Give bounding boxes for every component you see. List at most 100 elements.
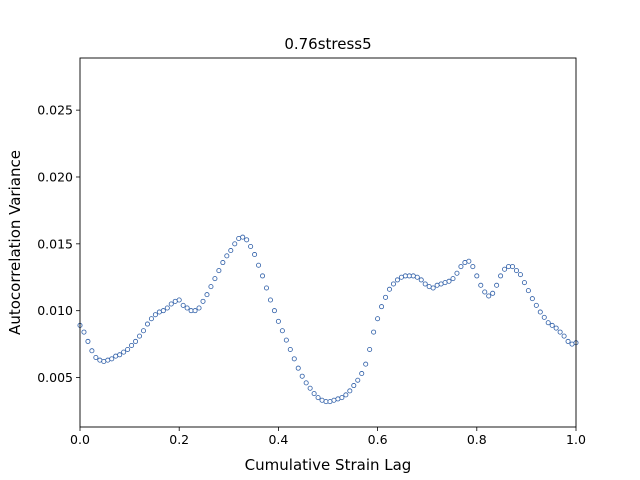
x-tick-label: 1.0 — [566, 432, 586, 447]
x-tick-label: 0.8 — [467, 432, 487, 447]
data-point — [470, 264, 476, 270]
data-point — [466, 258, 472, 264]
data-point — [148, 316, 154, 322]
data-point — [386, 286, 392, 292]
data-point — [327, 399, 333, 405]
data-point — [363, 361, 369, 367]
data-point — [307, 385, 313, 391]
data-point — [97, 357, 103, 363]
data-point — [287, 346, 293, 352]
data-point — [502, 266, 508, 272]
data-point — [474, 273, 480, 279]
x-tick-label: 0.6 — [368, 432, 388, 447]
y-axis-label: Autocorrelation Variance — [6, 150, 24, 335]
data-point — [549, 322, 555, 328]
data-point — [537, 309, 543, 315]
data-point — [533, 302, 539, 308]
x-tick-label: 0.0 — [70, 432, 90, 447]
data-point — [244, 237, 250, 243]
data-point — [129, 342, 135, 348]
data-point — [383, 294, 389, 300]
data-point — [525, 288, 531, 294]
data-point — [506, 264, 512, 270]
data-point — [204, 292, 210, 298]
data-point — [220, 260, 226, 266]
y-tick-label: 0.005 — [37, 370, 73, 385]
data-point — [196, 305, 202, 311]
data-point — [299, 373, 305, 379]
data-point — [109, 356, 115, 362]
data-point — [335, 396, 341, 402]
data-point — [359, 371, 365, 377]
data-point — [168, 301, 174, 307]
data-point — [93, 354, 99, 360]
data-point — [271, 308, 277, 314]
data-point — [125, 346, 131, 352]
data-point — [545, 320, 551, 326]
data-point — [81, 329, 87, 335]
plot-frame — [79, 57, 577, 428]
data-point — [541, 314, 547, 320]
data-point — [486, 293, 492, 299]
y-tick-label: 0.020 — [37, 169, 73, 184]
data-point — [438, 281, 444, 287]
data-point — [283, 337, 289, 343]
data-point — [164, 305, 170, 311]
data-point — [216, 268, 222, 274]
data-point — [152, 312, 158, 318]
data-point — [140, 328, 146, 334]
x-tick-label: 0.4 — [268, 432, 288, 447]
data-point — [188, 308, 194, 314]
data-point — [256, 262, 262, 268]
data-point — [176, 297, 182, 303]
data-point — [85, 338, 91, 344]
x-axis-label: Cumulative Strain Lag — [245, 456, 412, 474]
data-point — [295, 365, 301, 371]
y-axis-ticks: 0.005 0.010 0.015 0.020 0.025 — [37, 103, 80, 385]
data-point — [454, 270, 460, 276]
data-point — [406, 273, 412, 279]
data-point — [410, 273, 416, 279]
data-point — [565, 338, 571, 344]
data-point — [279, 328, 285, 334]
data-point — [422, 281, 428, 287]
data-point — [236, 235, 242, 241]
data-point — [240, 234, 246, 240]
data-point — [398, 274, 404, 280]
data-point — [172, 298, 178, 304]
data-point — [200, 298, 206, 304]
data-point — [446, 278, 452, 284]
data-point — [371, 329, 377, 335]
data-point — [375, 316, 381, 322]
data-point — [252, 252, 258, 258]
x-tick-label: 0.2 — [169, 432, 189, 447]
data-point — [263, 285, 269, 291]
data-point — [343, 392, 349, 398]
data-point — [101, 358, 107, 364]
data-point — [311, 391, 317, 397]
data-point — [434, 282, 440, 288]
data-point — [390, 281, 396, 287]
data-point — [450, 276, 456, 282]
y-tick-label: 0.025 — [37, 103, 73, 118]
data-point — [133, 338, 139, 344]
data-point — [517, 272, 523, 278]
data-point — [347, 388, 353, 394]
data-point — [260, 273, 266, 279]
data-point — [184, 305, 190, 311]
data-point — [561, 333, 567, 339]
data-point — [137, 333, 143, 339]
data-point — [248, 244, 254, 250]
data-point — [521, 280, 527, 286]
data-point — [351, 383, 357, 389]
data-point — [394, 277, 400, 283]
data-point — [144, 321, 150, 327]
data-point — [224, 253, 230, 259]
y-tick-label: 0.015 — [37, 236, 73, 251]
data-point — [510, 264, 516, 270]
data-point — [117, 352, 123, 358]
data-point — [192, 308, 198, 314]
x-axis-ticks: 0.0 0.2 0.4 0.6 0.8 1.0 — [70, 427, 586, 447]
data-point — [160, 308, 166, 314]
